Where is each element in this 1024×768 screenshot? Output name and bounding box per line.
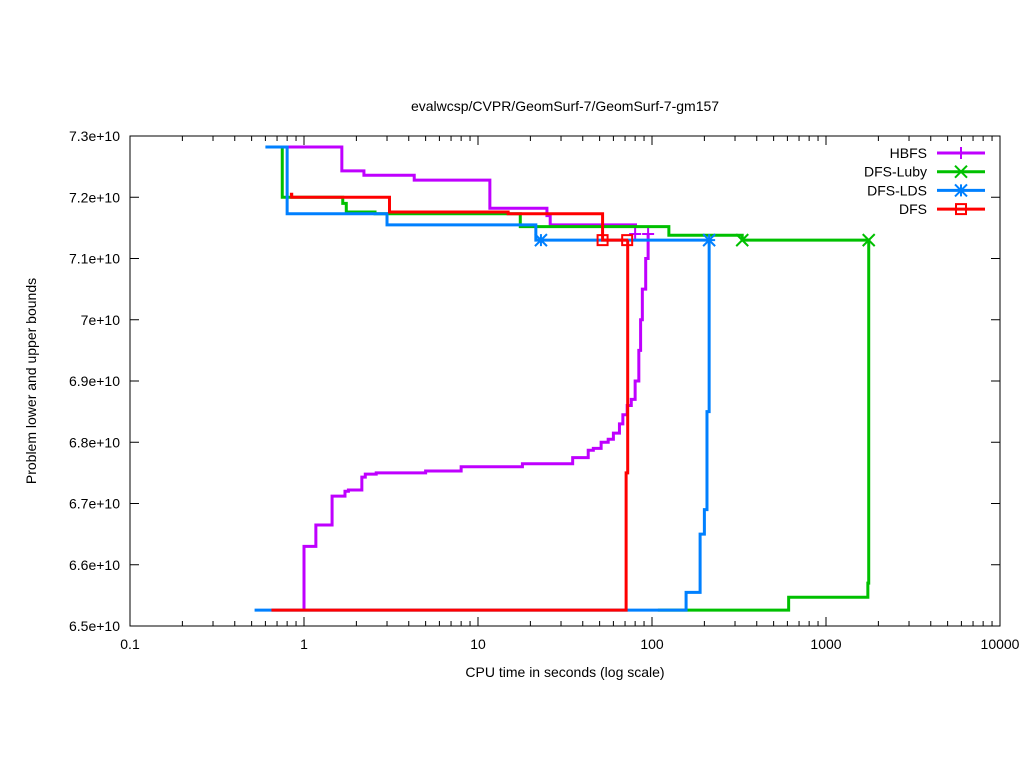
y-tick-label: 7.1e+10 (69, 251, 120, 267)
data-point-marker (596, 234, 609, 247)
legend-marker (955, 203, 967, 216)
data-point-marker (621, 234, 634, 247)
series-dfs (271, 192, 634, 612)
y-tick-label: 6.5e+10 (69, 618, 120, 634)
upper-bound-line (265, 145, 710, 242)
legend-marker (954, 164, 968, 179)
x-axis-label: CPU time in seconds (log scale) (465, 664, 664, 680)
y-tick-label: 7.2e+10 (69, 189, 120, 205)
data-point-marker (702, 233, 716, 247)
legend-marker (954, 183, 968, 198)
data-point-marker (629, 228, 642, 240)
y-tick-label: 7.3e+10 (69, 128, 120, 144)
y-tick-label: 6.9e+10 (69, 373, 120, 389)
upper-bound-line (289, 192, 629, 242)
data-point-marker (642, 228, 655, 240)
series-dfs-lds (254, 145, 716, 612)
x-tick-label: 10 (470, 636, 486, 652)
legend: HBFS DFS-Luby DFS-LDS DFS (864, 145, 985, 217)
y-axis-label: Problem lower and upper bounds (23, 278, 39, 484)
upper-bound-line (280, 145, 871, 242)
series-hbfs (288, 145, 655, 611)
x-tick-label: 0.1 (120, 636, 140, 652)
series-dfs-luby (280, 145, 876, 612)
lower-bound-line (254, 240, 711, 612)
legend-label: DFS (899, 201, 927, 217)
upper-bound-line (288, 145, 638, 227)
lower-bound-line (302, 234, 650, 611)
data-point-marker (862, 233, 876, 247)
legend-label: DFS-LDS (867, 182, 927, 198)
legend-marker (955, 147, 967, 159)
chart-title: evalwcsp/CVPR/GeomSurf-7/GeomSurf-7-gm15… (411, 98, 719, 114)
lower-bound-line (657, 240, 871, 612)
x-tick-label: 10000 (981, 636, 1020, 652)
y-tick-label: 6.6e+10 (69, 557, 120, 573)
x-tick-label: 100 (640, 636, 664, 652)
data-point-marker (735, 233, 749, 247)
x-tick-label: 1000 (810, 636, 841, 652)
legend-label: DFS-Luby (864, 164, 927, 180)
legend-label: HBFS (890, 145, 927, 161)
y-tick-label: 6.7e+10 (69, 496, 120, 512)
x-tick-label: 1 (300, 636, 308, 652)
lower-bound-line (271, 240, 630, 612)
data-point-marker (534, 233, 548, 247)
y-tick-label: 7e+10 (81, 312, 121, 328)
y-tick-label: 6.8e+10 (69, 434, 120, 450)
